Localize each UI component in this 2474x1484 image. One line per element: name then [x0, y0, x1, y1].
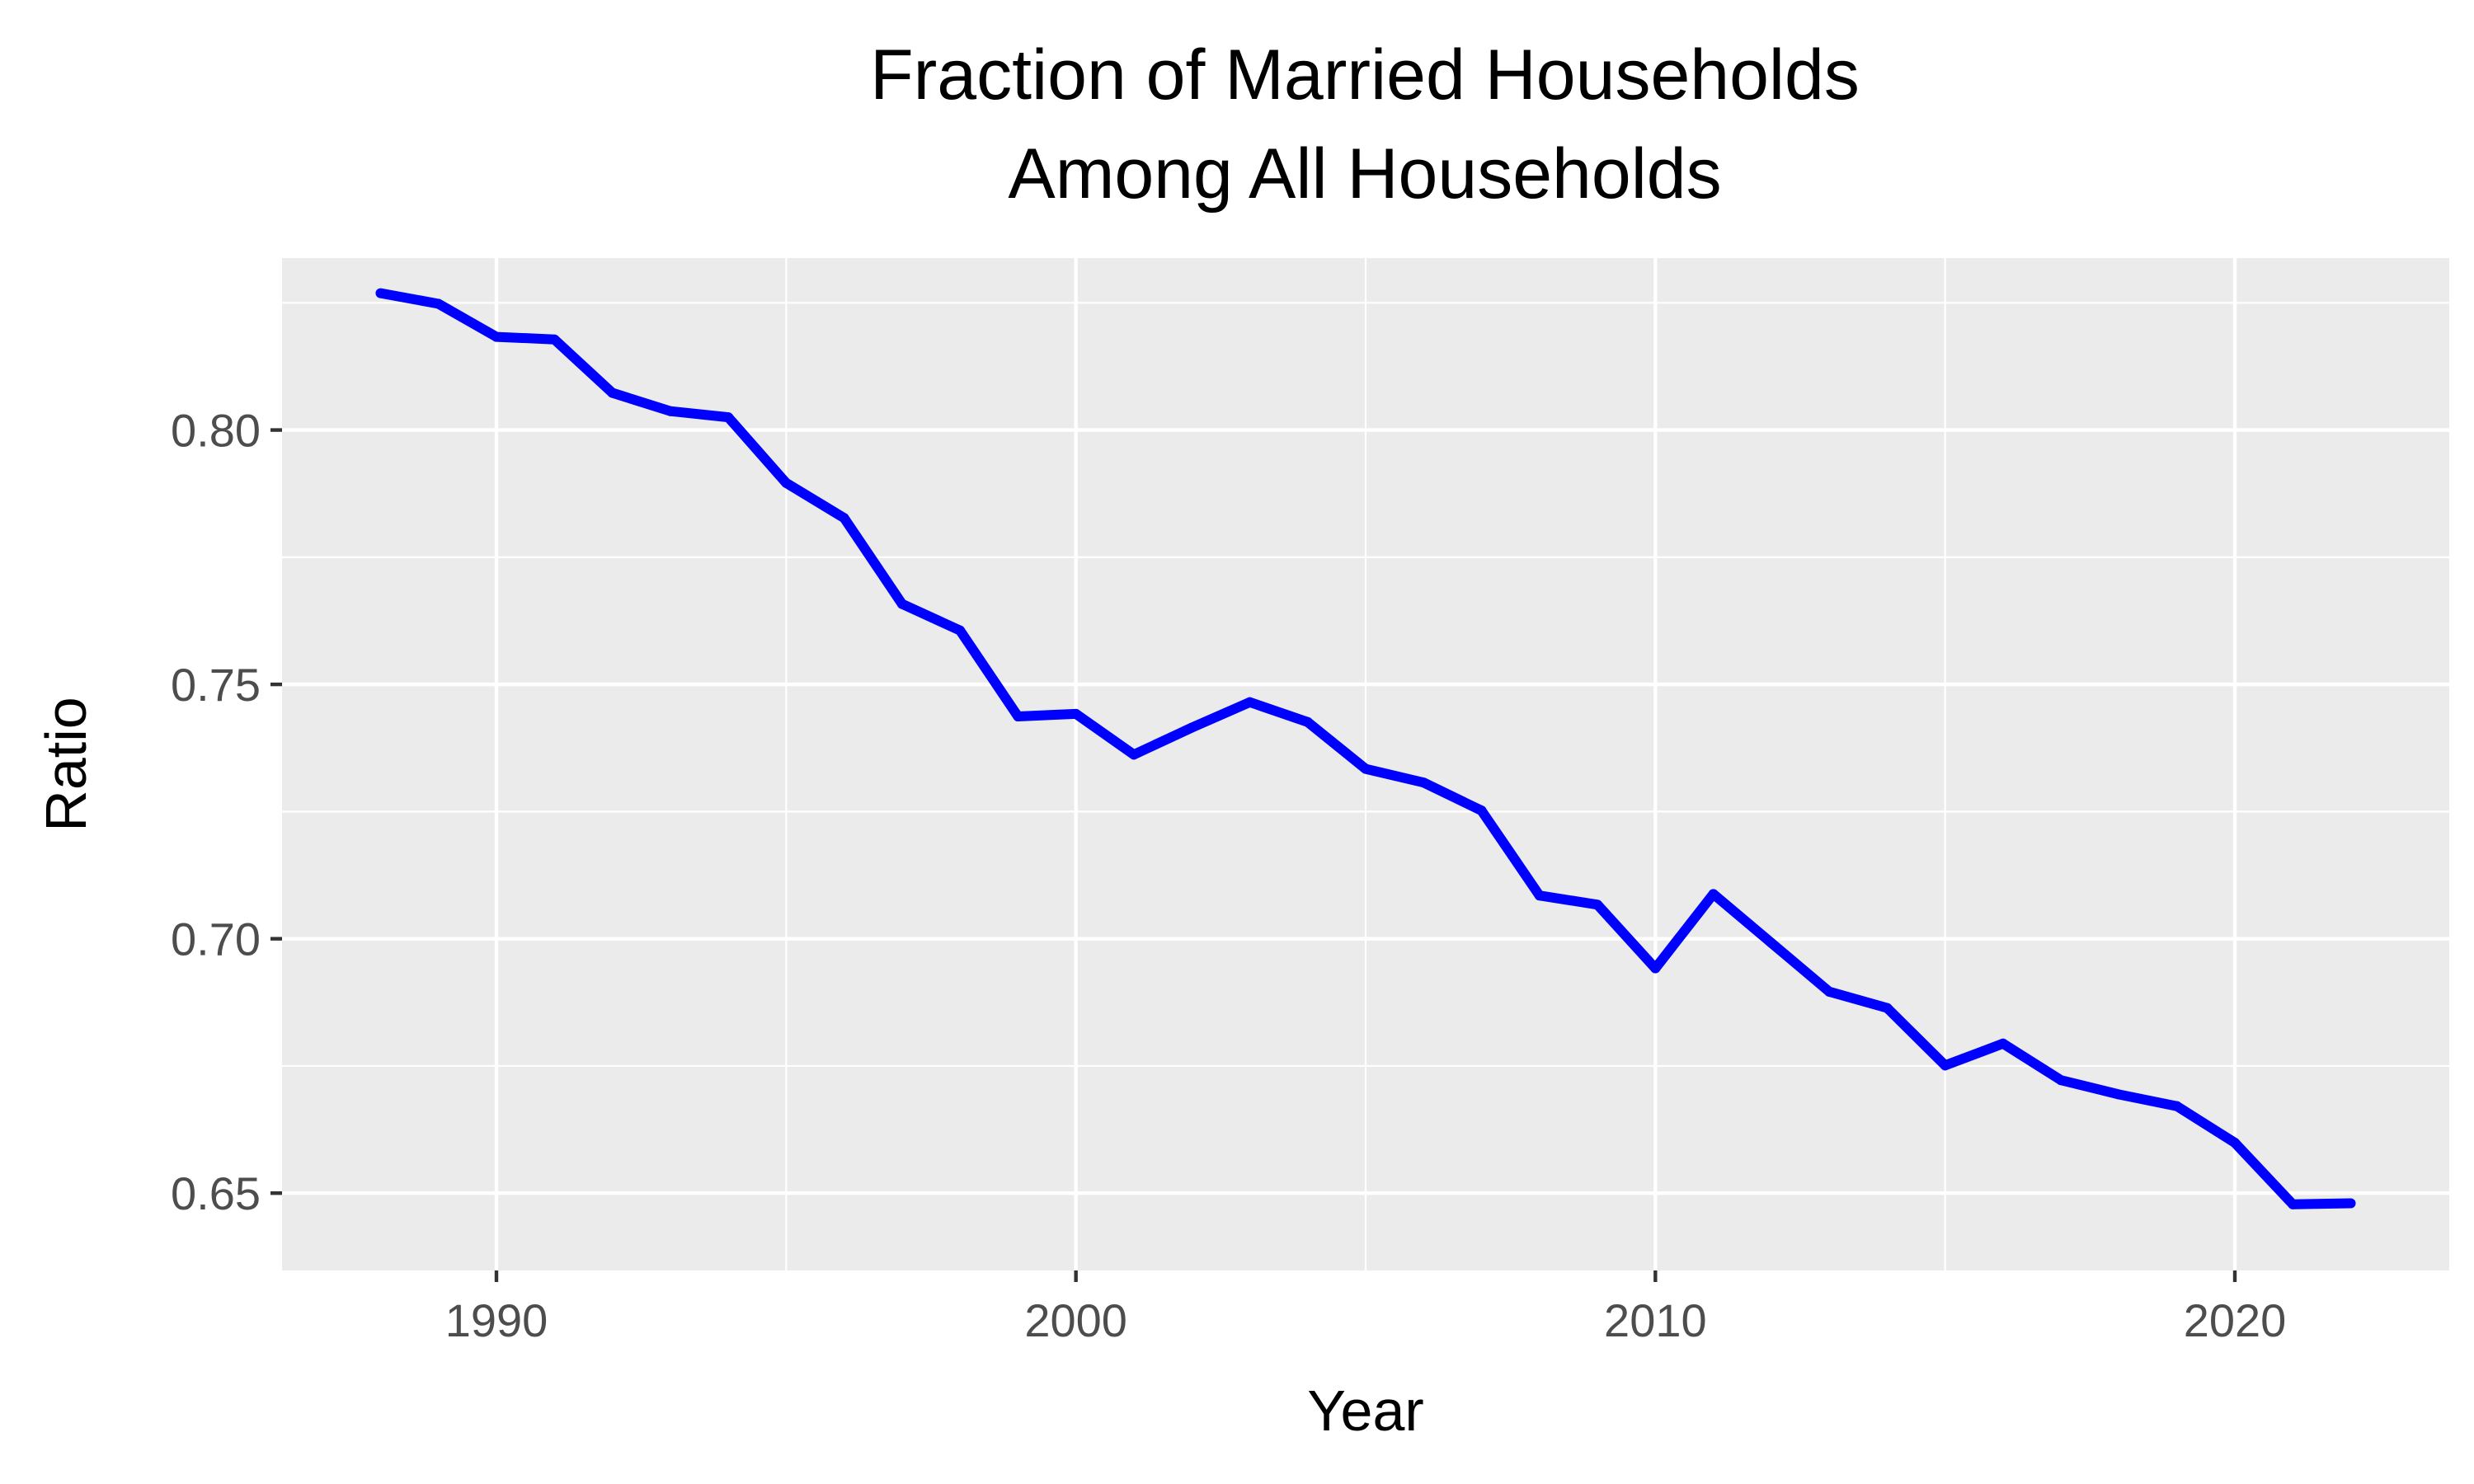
data-point-2014	[1882, 1003, 1893, 1013]
data-point-1996	[839, 513, 849, 524]
data-point-2013	[1824, 986, 1835, 997]
series-layer	[375, 288, 2356, 1209]
data-point-2022	[2345, 1198, 2356, 1209]
axis-ticks	[270, 428, 2237, 1282]
data-point-2002	[1187, 722, 1197, 733]
data-point-2005	[1361, 763, 1371, 774]
data-point-1989	[433, 298, 444, 309]
data-point-1997	[896, 599, 907, 609]
data-point-1993	[665, 406, 675, 416]
data-point-2008	[1534, 890, 1545, 901]
data-point-2016	[1997, 1038, 2008, 1049]
y-tick-label-1: 0.70	[171, 913, 261, 965]
data-point-1988	[375, 288, 386, 298]
x-axis-tick-labels: 1990 2000 2010 2020	[445, 1294, 2287, 1346]
data-point-2015	[1940, 1060, 1950, 1071]
data-point-1992	[607, 387, 618, 398]
y-tick-label-3: 0.80	[171, 405, 261, 457]
data-point-2007	[1476, 805, 1487, 816]
chart-title-line-2: Among All Households	[1008, 134, 1721, 214]
data-point-2011	[1708, 889, 1719, 899]
data-point-2006	[1418, 777, 1429, 788]
data-point-1991	[549, 334, 560, 345]
data-point-2019	[2171, 1101, 2182, 1111]
data-point-2003	[1244, 697, 1255, 707]
data-point-2017	[2056, 1075, 2067, 1086]
y-tick-label-0: 0.65	[171, 1167, 261, 1219]
data-point-2020	[2230, 1138, 2241, 1148]
data-point-1994	[723, 412, 734, 423]
chart-title-line-1: Fraction of Married Households	[870, 35, 1860, 115]
data-point-2004	[1302, 716, 1313, 727]
data-point-2010	[1650, 963, 1661, 974]
major-gridlines	[282, 258, 2449, 1270]
x-tick-label-1: 2000	[1024, 1294, 1127, 1346]
data-point-2012	[1766, 937, 1776, 948]
data-point-2021	[2288, 1199, 2298, 1209]
data-point-2009	[1592, 899, 1603, 910]
x-tick-label-2: 2010	[1604, 1294, 1707, 1346]
data-point-1995	[781, 477, 792, 488]
data-point-1998	[955, 625, 966, 636]
x-axis-title: Year	[1307, 1378, 1423, 1443]
data-point-1990	[491, 331, 501, 342]
data-point-2000	[1070, 708, 1081, 719]
y-axis-title: Ratio	[34, 697, 98, 831]
x-tick-label-3: 2020	[2184, 1294, 2287, 1346]
data-point-2018	[2114, 1089, 2124, 1100]
data-point-2001	[1128, 749, 1139, 760]
data-point-1999	[1013, 711, 1023, 721]
x-tick-label-0: 1990	[445, 1294, 548, 1346]
y-axis-tick-labels: 0.65 0.70 0.75 0.80	[171, 405, 261, 1220]
y-tick-label-2: 0.75	[171, 659, 261, 711]
